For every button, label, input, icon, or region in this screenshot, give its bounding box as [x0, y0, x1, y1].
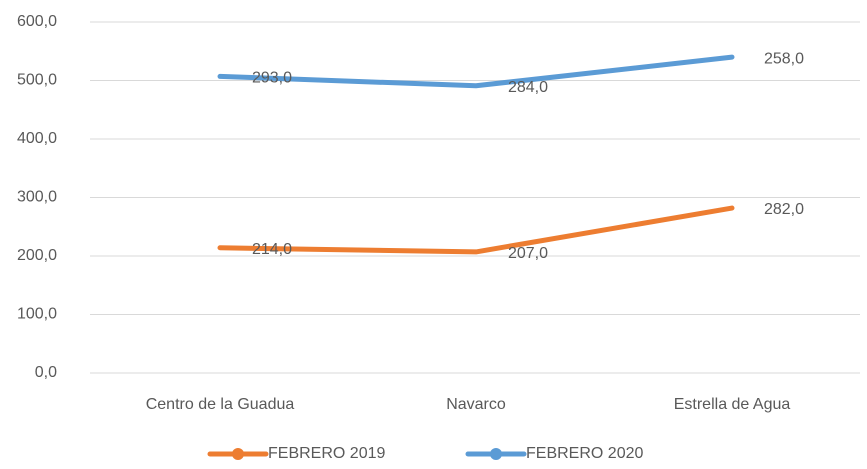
data-label: 282,0 [764, 201, 804, 218]
y-tick-label: 600,0 [17, 13, 57, 30]
series-line [217, 54, 735, 89]
legend-label: FEBRERO 2020 [526, 445, 643, 462]
y-tick-label: 0,0 [35, 364, 57, 381]
y-tick-label: 400,0 [17, 130, 57, 147]
data-label: 258,0 [764, 50, 804, 67]
data-label: 293,0 [252, 70, 292, 87]
y-tick-label: 100,0 [17, 306, 57, 323]
data-label: 214,0 [252, 241, 292, 258]
y-tick-label: 300,0 [17, 189, 57, 206]
x-tick-label: Estrella de Agua [674, 396, 791, 413]
data-label: 284,0 [508, 79, 548, 96]
y-tick-label: 200,0 [17, 247, 57, 264]
x-tick-label: Centro de la Guadua [146, 396, 295, 413]
data-label: 207,0 [508, 245, 548, 262]
legend-marker [232, 448, 244, 460]
series-line [217, 205, 735, 255]
legend-marker [490, 448, 502, 460]
y-tick-label: 500,0 [17, 72, 57, 89]
x-tick-label: Navarco [446, 396, 506, 413]
legend-label: FEBRERO 2019 [268, 445, 385, 462]
